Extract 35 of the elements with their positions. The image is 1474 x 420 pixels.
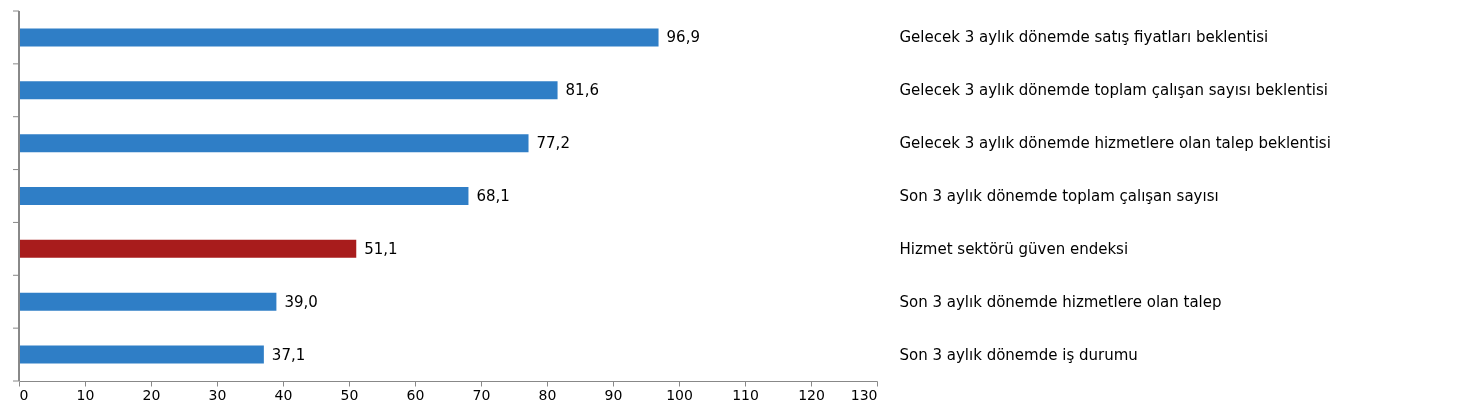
data-label: 68,1 bbox=[476, 187, 510, 205]
y-tick-label: Son 3 aylık dönemde hizmetlere olan talep bbox=[899, 292, 1222, 311]
bar bbox=[19, 345, 264, 364]
data-label: 77,2 bbox=[536, 134, 570, 153]
x-tick-label: 50 bbox=[340, 386, 359, 403]
y-tick-label: Gelecek 3 aylık dönemde satış fiyatları beklentisi bbox=[899, 28, 1269, 47]
y-tick-label: Son 3 aylık dönemde toplam çalışan sayısı bbox=[899, 187, 1219, 205]
x-tick-label: 70 bbox=[472, 386, 491, 403]
x-tick-label: 30 bbox=[208, 386, 227, 403]
bar bbox=[19, 134, 529, 153]
x-tick-label: 20 bbox=[142, 386, 161, 403]
x-tick-label: 130 bbox=[850, 386, 878, 403]
x-tick-label: 120 bbox=[798, 386, 825, 403]
x-tick-label: 80 bbox=[538, 386, 557, 403]
bar bbox=[19, 81, 558, 100]
y-tick-label: Hizmet sektörü güven endeksi bbox=[899, 239, 1129, 258]
data-label: 37,1 bbox=[271, 345, 306, 364]
data-label: 39,0 bbox=[284, 292, 318, 311]
data-label: 96,9 bbox=[666, 28, 700, 47]
y-tick-label: Gelecek 3 aylık dönemde hizmetlere olan talep beklentisi bbox=[899, 134, 1331, 153]
x-tick-label: 100 bbox=[666, 386, 693, 403]
data-label: 81,6 bbox=[565, 81, 599, 100]
bar bbox=[19, 187, 469, 205]
bar bbox=[19, 28, 659, 47]
data-label: 51,1 bbox=[364, 239, 398, 258]
y-tick-label: Son 3 aylık dönemde iş durumu bbox=[899, 345, 1138, 364]
x-tick-label: 60 bbox=[406, 386, 425, 403]
x-tick-label: 40 bbox=[274, 386, 293, 403]
bar bbox=[19, 239, 357, 258]
x-tick-label: 90 bbox=[604, 386, 623, 403]
x-tick-label: 10 bbox=[76, 386, 95, 403]
x-tick-label: 0 bbox=[19, 386, 29, 403]
x-tick-label: 110 bbox=[732, 386, 759, 403]
bar bbox=[19, 292, 277, 311]
y-tick-label: Gelecek 3 aylık dönemde toplam çalışan sayısı beklentisi bbox=[899, 81, 1328, 100]
